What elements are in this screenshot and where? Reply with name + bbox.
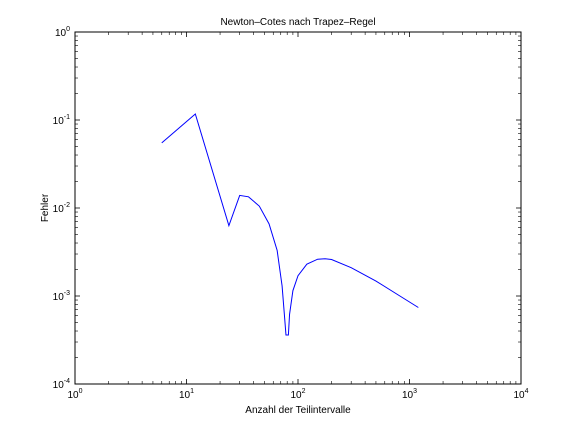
x-tick-label-base: 10 [67, 390, 79, 401]
chart-title: Newton–Cotes nach Trapez–Regel [220, 17, 375, 28]
x-tick-label-exp: 0 [79, 388, 83, 395]
x-tick-label-base: 10 [290, 390, 302, 401]
y-tick-label-1: 10-3 [53, 290, 70, 303]
x-tick-label-3: 103 [402, 388, 417, 401]
series-line-0 [161, 113, 419, 336]
x-tick-label-1: 101 [179, 388, 194, 401]
x-axis-label: Anzahl der Teilintervalle [245, 405, 351, 416]
y-tick-label-2: 10-2 [53, 202, 70, 215]
x-tick-label-exp: 3 [413, 388, 417, 395]
y-tick-label-exp: -2 [64, 202, 70, 209]
y-tick-label-base: 10 [53, 292, 65, 303]
y-tick-label-base: 10 [53, 380, 65, 391]
x-tick-label-4: 104 [513, 388, 528, 401]
y-tick-label-exp: -1 [64, 114, 70, 121]
x-tick-label-exp: 1 [190, 388, 194, 395]
x-tick-label-base: 10 [402, 390, 414, 401]
y-tick-label-base: 10 [55, 28, 67, 39]
x-tick-label-exp: 2 [302, 388, 306, 395]
series-layer [161, 113, 419, 336]
axis-ticks [74, 31, 522, 385]
y-tick-label-base: 10 [53, 204, 65, 215]
y-tick-label-0: 10-4 [53, 378, 70, 391]
x-tick-label-base: 10 [513, 390, 525, 401]
y-tick-label-exp: 0 [66, 26, 70, 33]
x-tick-label-exp: 4 [525, 388, 529, 395]
y-axis-label: Fehler [40, 193, 51, 222]
y-tick-label-3: 10-1 [53, 114, 70, 127]
y-tick-label-exp: -3 [64, 290, 70, 297]
y-tick-label-4: 100 [55, 26, 70, 39]
x-tick-label-0: 100 [67, 388, 82, 401]
x-tick-label-base: 10 [179, 390, 191, 401]
x-tick-label-2: 102 [290, 388, 305, 401]
y-tick-label-exp: -4 [64, 378, 70, 385]
y-tick-label-base: 10 [53, 116, 65, 127]
